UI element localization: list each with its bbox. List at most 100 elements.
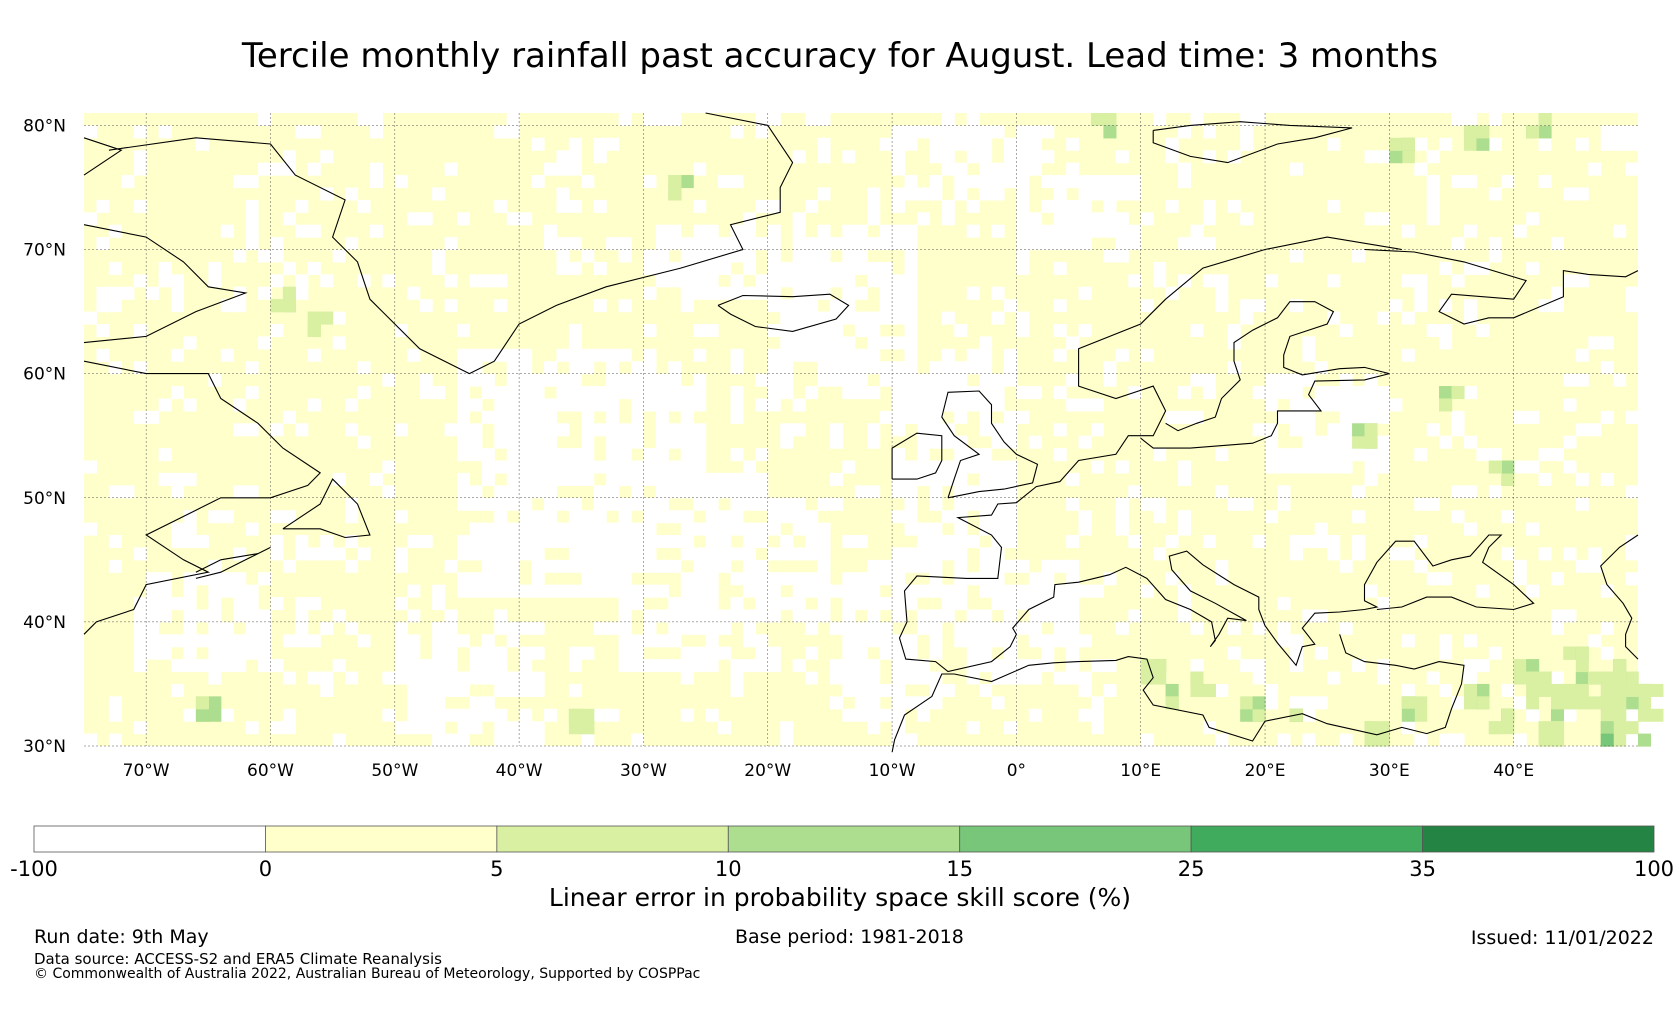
skill-cell [892,634,906,648]
skill-cell [929,584,943,598]
skill-cell [1041,597,1055,611]
skill-cell [742,485,756,499]
skill-cell [407,609,421,623]
skill-cell [593,137,607,151]
skill-cell [332,733,346,747]
skill-cell [506,460,520,474]
skill-cell [842,708,856,722]
skill-cell [469,708,483,722]
skill-cell [494,398,508,412]
skill-cell [519,621,533,635]
skill-cell [369,162,383,176]
skill-cell [979,137,993,151]
skill-cell [606,386,620,400]
skill-cell [668,361,682,375]
skill-cell [1302,609,1316,623]
skill-cell [568,237,582,251]
skill-cell [1252,696,1266,710]
skill-cell [1078,224,1092,238]
skill-cell [904,398,918,412]
skill-cell [1625,721,1639,735]
skill-cell [1227,199,1241,213]
skill-cell [979,510,993,524]
skill-cell [432,249,446,263]
skill-cell [979,448,993,462]
skill-cell [1538,671,1552,685]
skill-cell [879,634,893,648]
skill-cell [742,460,756,474]
skill-cell [916,386,930,400]
skill-cell [1389,299,1403,313]
skill-cell [295,609,309,623]
skill-cell [481,696,495,710]
skill-cell [842,597,856,611]
skill-cell [1414,696,1428,710]
skill-cell [854,361,868,375]
skill-cell [506,485,520,499]
skill-cell [730,398,744,412]
skill-cell [892,485,906,499]
skill-cell [195,634,209,648]
skill-cell [1202,683,1216,697]
skill-cell [158,274,172,288]
skill-cell [1190,237,1204,251]
skill-cell [1041,175,1055,189]
skill-cell [531,435,545,449]
skill-cell [1028,609,1042,623]
skill-cell [780,535,794,549]
skill-cell [556,398,570,412]
skill-cell [643,324,657,338]
skill-cell [755,634,769,648]
skill-cell [369,125,383,139]
skill-cell [618,597,632,611]
skill-cell [606,423,620,437]
skill-cell [1414,137,1428,151]
skill-cell [432,621,446,635]
skill-cell [730,572,744,586]
skill-cell [842,373,856,387]
skill-cell [1625,696,1639,710]
skill-cell [1638,733,1652,747]
skill-cell [506,559,520,573]
skill-cell [1538,683,1552,697]
skill-cell [1178,522,1192,536]
skill-cell [904,410,918,424]
skill-cell [668,621,682,635]
skill-cell [506,497,520,511]
skill-cell [208,572,222,586]
skill-cell [916,621,930,635]
skill-cell [680,708,694,722]
latitude-label: 70°N [23,241,66,261]
skill-cell [506,535,520,549]
skill-cell [593,522,607,536]
skill-cell [1563,609,1577,623]
skill-cell [705,547,719,561]
skill-cell [618,659,632,673]
skill-cell [1003,609,1017,623]
skill-cell [718,510,732,524]
skill-cell [854,572,868,586]
skill-cell [1439,386,1453,400]
longitude-label: 10°E [1120,761,1161,781]
skill-cell [407,286,421,300]
coastline [1364,248,1639,325]
skill-cell [1550,671,1565,685]
skill-cell [817,324,831,338]
skill-cell [680,547,694,561]
colorbar-tick-label: 5 [490,857,503,881]
gridlines [84,113,1638,747]
skill-cell [394,659,408,673]
skill-cell [668,386,682,400]
skill-cell [643,547,657,561]
skill-cell [1488,249,1502,263]
skill-cell [1550,609,1565,623]
skill-cell [444,237,458,251]
skill-cell [1414,733,1428,747]
skill-cell [655,584,669,598]
skill-cell [916,659,930,673]
skill-cell [643,559,657,573]
skill-cell [1003,522,1017,536]
skill-cell [469,373,483,387]
skill-cell [655,423,669,437]
